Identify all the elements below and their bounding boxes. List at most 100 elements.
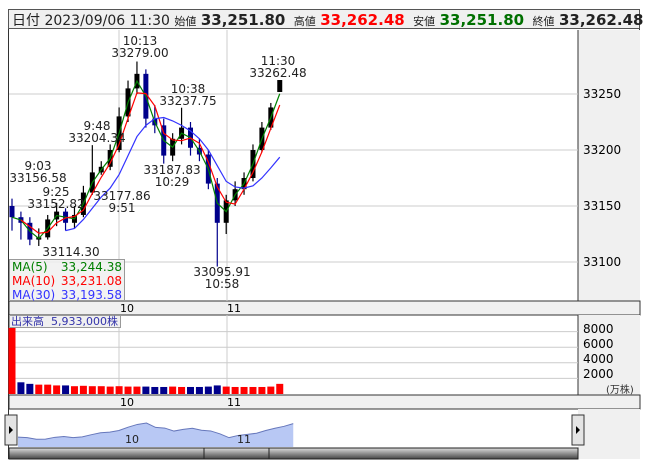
volume-bar — [169, 386, 177, 394]
volume-bar — [142, 386, 150, 394]
volume-bar — [267, 386, 275, 394]
volume-bar — [53, 385, 61, 394]
candle — [223, 194, 229, 234]
ma10-line — [20, 92, 281, 234]
datetime: 2023/09/06 11:30 — [44, 13, 170, 29]
x-tick-11: 11 — [227, 302, 241, 315]
volume-bar — [115, 386, 123, 394]
volume-time-axis-strip — [8, 394, 641, 410]
vol-tick-4000: 4000 — [583, 352, 614, 366]
scrollbar-thumb[interactable] — [203, 447, 270, 460]
low-value: 33,251.80 — [439, 11, 525, 29]
annotation-903: 9:03 33156.58 — [9, 159, 67, 185]
navigator-area — [18, 423, 294, 447]
vol-x-tick-11: 11 — [227, 396, 241, 409]
legend-ma30: MA(30) 33,193.58 — [12, 288, 122, 302]
volume-bar — [151, 386, 159, 394]
volume-bar — [249, 386, 257, 394]
navigator-side-panel — [578, 409, 640, 459]
volume-bar — [222, 386, 230, 394]
volume-bar — [44, 384, 52, 394]
scrollbar-track-left[interactable] — [8, 447, 205, 460]
volume-label: 出来高 5,933,000株 — [9, 315, 121, 328]
volume-bar — [133, 386, 141, 394]
annotation-1029: 33187.83 10:29 — [143, 163, 201, 189]
volume-bar — [8, 327, 16, 394]
annotation-1038: 10:38 33237.75 — [159, 82, 217, 108]
vol-tick-6000: 6000 — [583, 337, 614, 351]
navigator-right-handle[interactable] — [571, 414, 585, 446]
low-label: 安値 — [413, 15, 436, 28]
volume-bar — [35, 384, 43, 394]
candle — [134, 61, 140, 94]
volume-bar — [240, 386, 248, 394]
nav-tick-11: 11 — [237, 433, 251, 446]
volume-bar — [204, 386, 212, 394]
annotation-low-morning: 33114.30 — [42, 245, 100, 259]
legend-ma5: MA(5) 33,244.38 — [12, 260, 122, 274]
volume-bar — [17, 382, 25, 394]
nav-tick-10: 10 — [125, 433, 139, 446]
y-tick-33200: 33200 — [583, 143, 621, 157]
y-tick-33100: 33100 — [583, 255, 621, 269]
x-tick-10: 10 — [120, 302, 134, 315]
ma30-line — [65, 116, 281, 232]
triangle-right-icon — [576, 426, 580, 434]
volume-bar — [26, 383, 34, 394]
volume-bar — [178, 386, 186, 394]
time-axis-strip — [8, 300, 641, 316]
volume-unit: (万株) — [606, 383, 634, 396]
ma-legend: MA(5) 33,244.38 MA(10) 33,231.08 MA(30) 33,… — [9, 259, 125, 302]
annotation-low-1058: 33095.91 10:58 — [193, 265, 251, 291]
volume-bar — [70, 386, 78, 394]
annotation-951: 33177.86 9:51 — [93, 189, 151, 215]
vol-tick-8000: 8000 — [583, 322, 614, 336]
volume-bar — [88, 386, 96, 394]
annotation-925: 9:25 33152.82 — [27, 185, 85, 211]
y-tick-33250: 33250 — [583, 87, 621, 101]
volume-bar — [213, 385, 221, 394]
candle — [45, 214, 51, 240]
high-value: 33,262.48 — [320, 11, 405, 29]
candle — [143, 69, 149, 128]
open-value: 33,251.80 — [200, 11, 286, 29]
vol-tick-2000: 2000 — [583, 367, 614, 381]
annotation-last-1130: 11:30 33262.48 — [249, 54, 307, 80]
volume-bar — [62, 385, 70, 394]
volume-bar — [258, 386, 266, 394]
volume-axis-panel — [578, 315, 640, 395]
volume-bar — [195, 386, 203, 394]
volume-bar — [231, 386, 239, 394]
close-value: 33,262.48 — [558, 11, 644, 29]
y-tick-33150: 33150 — [583, 199, 621, 213]
volume-bar — [276, 383, 284, 394]
open-label: 始値 — [174, 15, 197, 28]
vol-x-tick-10: 10 — [120, 396, 134, 409]
volume-bar — [97, 386, 105, 394]
navigator-line — [17, 422, 294, 440]
volume-bar — [160, 386, 168, 394]
volume-bar — [187, 386, 194, 394]
annotation-948: 9:48 33204.34 — [68, 119, 126, 145]
ohlc-header: 日付 2023/09/06 11:30 始値 33,251.80 高値 33,2… — [8, 9, 644, 29]
date-label: 日付 — [12, 13, 40, 29]
navigator-left-handle[interactable] — [4, 414, 18, 446]
triangle-right-icon — [9, 426, 13, 434]
candle-body — [277, 80, 283, 92]
price-axis-panel — [578, 30, 640, 301]
volume-bar — [79, 385, 87, 394]
ma5-line — [11, 79, 281, 240]
legend-ma10: MA(10) 33,231.08 — [12, 274, 122, 288]
candle — [18, 211, 24, 240]
candle — [277, 80, 283, 92]
candle — [9, 198, 15, 231]
scrollbar-track-right[interactable] — [268, 447, 579, 460]
close-label: 終値 — [532, 15, 555, 28]
candle — [214, 178, 220, 267]
volume-bar — [124, 386, 132, 394]
volume-bar — [106, 386, 114, 394]
candle-body — [9, 206, 15, 218]
high-label: 高値 — [293, 15, 316, 28]
annotation-high-1013: 10:13 33279.00 — [111, 34, 169, 60]
